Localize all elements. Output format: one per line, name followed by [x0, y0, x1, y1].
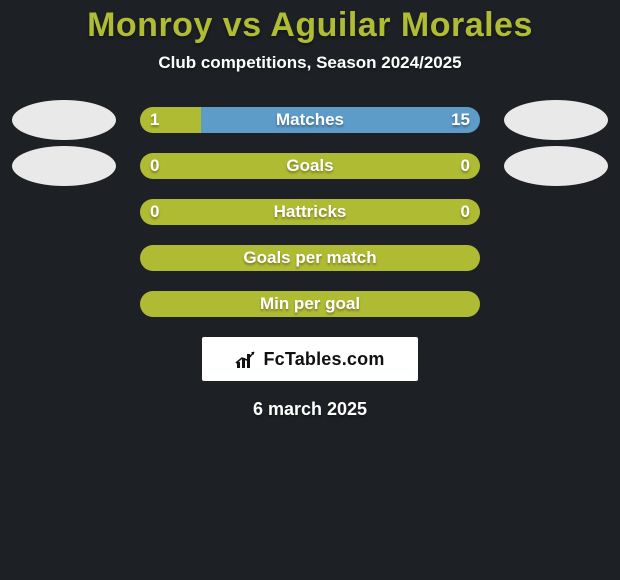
stat-bar: Min per goal — [140, 291, 480, 317]
player-right-avatar — [504, 100, 608, 140]
subtitle: Club competitions, Season 2024/2025 — [0, 53, 620, 73]
avatar-spacer — [12, 238, 116, 278]
footer-date: 6 march 2025 — [0, 399, 620, 420]
player-left-avatar — [12, 146, 116, 186]
stat-value-right: 0 — [461, 153, 470, 179]
stat-row: Goals per match — [0, 245, 620, 271]
player-right-avatar — [504, 146, 608, 186]
stat-row: Hattricks00 — [0, 199, 620, 225]
branding-badge: FcTables.com — [202, 337, 418, 381]
stat-bar-right-segment — [201, 107, 480, 133]
avatar-spacer — [504, 284, 608, 324]
stat-value-right: 0 — [461, 199, 470, 225]
logo-bar-1 — [237, 362, 240, 368]
avatar-spacer — [504, 238, 608, 278]
page-title: Monroy vs Aguilar Morales — [0, 0, 620, 45]
stat-bar: Hattricks00 — [140, 199, 480, 225]
stat-bar: Goals00 — [140, 153, 480, 179]
stat-value-right: 15 — [451, 107, 470, 133]
avatar-spacer — [12, 192, 116, 232]
stat-value-left: 0 — [150, 199, 159, 225]
stat-bar-left-segment — [140, 291, 480, 317]
stat-row: Min per goal — [0, 291, 620, 317]
stat-row: Goals00 — [0, 153, 620, 179]
branding-text: FcTables.com — [263, 349, 384, 370]
stat-bar-left-segment — [140, 199, 480, 225]
stat-bar: Matches115 — [140, 107, 480, 133]
player-left-avatar — [12, 100, 116, 140]
stats-rows: Matches115Goals00Hattricks00Goals per ma… — [0, 107, 620, 317]
comparison-infographic: Monroy vs Aguilar Morales Club competiti… — [0, 0, 620, 580]
stat-value-left: 1 — [150, 107, 159, 133]
stat-bar-left-segment — [140, 153, 480, 179]
avatar-spacer — [12, 284, 116, 324]
stat-bar: Goals per match — [140, 245, 480, 271]
stat-bar-left-segment — [140, 245, 480, 271]
fctables-logo-icon — [235, 350, 257, 368]
stat-row: Matches115 — [0, 107, 620, 133]
avatar-spacer — [504, 192, 608, 232]
stat-value-left: 0 — [150, 153, 159, 179]
